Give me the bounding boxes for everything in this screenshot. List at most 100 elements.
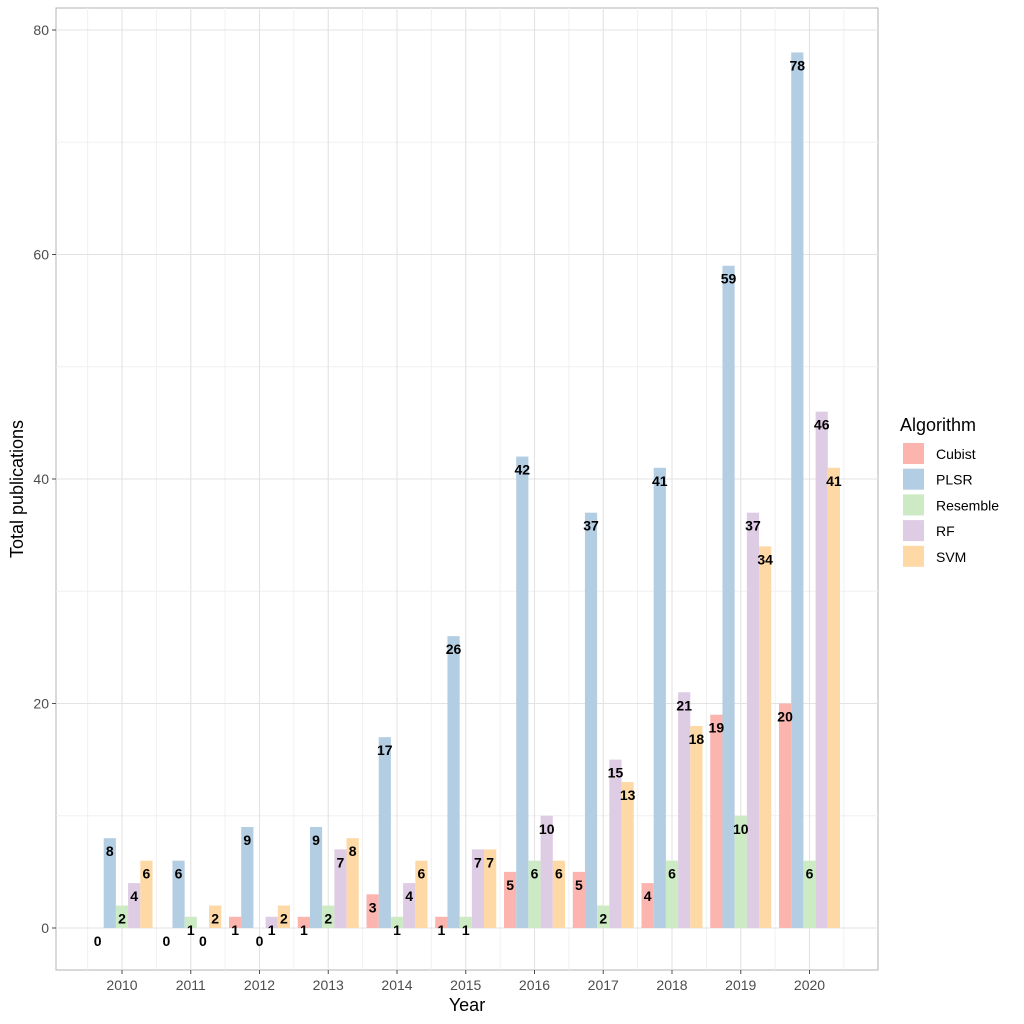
bar-label-cubist-2018: 4 bbox=[644, 888, 652, 904]
bar-resemble-2010 bbox=[115, 905, 129, 928]
legend-label-plsr: PLSR bbox=[936, 472, 973, 488]
bar-label-resemble-2013: 2 bbox=[324, 911, 332, 927]
bar-svm-2019 bbox=[759, 546, 772, 928]
bar-label-svm-2014: 6 bbox=[418, 866, 426, 882]
bar-plsr-2013 bbox=[309, 826, 323, 928]
bar-label-cubist-2016: 5 bbox=[506, 877, 514, 893]
bar-label-svm-2017: 13 bbox=[620, 787, 636, 803]
bar-label-cubist-2012: 1 bbox=[231, 922, 239, 938]
bar-rf-2010 bbox=[128, 883, 141, 928]
bar-rf-2014 bbox=[403, 883, 416, 928]
y-tick-label: 80 bbox=[33, 22, 49, 38]
x-tick-label: 2020 bbox=[794, 977, 825, 993]
legend: Algorithm Cubist PLSR Resemble RF SVM bbox=[900, 415, 999, 567]
x-tick-label: 2015 bbox=[450, 977, 481, 993]
bar-label-resemble-2016: 6 bbox=[531, 866, 539, 882]
x-tick-label: 2018 bbox=[656, 977, 687, 993]
bar-label-svm-2011: 2 bbox=[211, 911, 219, 927]
legend-items: Cubist PLSR Resemble RF SVM bbox=[903, 443, 999, 567]
bar-svm-2016 bbox=[552, 860, 565, 928]
bar-label-plsr-2013: 9 bbox=[312, 832, 320, 848]
bar-cubist-2018 bbox=[641, 883, 654, 928]
bar-label-cubist-2019: 19 bbox=[709, 720, 725, 736]
bar-resemble-2018 bbox=[665, 860, 679, 928]
y-tick-label: 20 bbox=[33, 696, 49, 712]
bar-label-plsr-2015: 26 bbox=[446, 641, 462, 657]
bar-label-plsr-2020: 78 bbox=[790, 57, 806, 73]
bar-label-resemble-2012: 0 bbox=[256, 933, 264, 949]
bar-svm-2015 bbox=[484, 849, 497, 928]
bar-rf-2020 bbox=[815, 411, 828, 928]
bar-label-svm-2019: 34 bbox=[757, 551, 773, 567]
bar-svm-2018 bbox=[690, 725, 703, 928]
bar-label-resemble-2018: 6 bbox=[668, 866, 676, 882]
bar-cubist-2014 bbox=[366, 894, 379, 928]
x-axis-title: Year bbox=[449, 995, 485, 1015]
bar-rf-2016 bbox=[540, 815, 553, 928]
x-tick-label: 2011 bbox=[176, 977, 206, 993]
bar-plsr-2020 bbox=[791, 52, 804, 928]
bar-label-plsr-2016: 42 bbox=[515, 462, 531, 478]
x-tick-label: 2019 bbox=[725, 977, 756, 993]
bar-plsr-2010 bbox=[103, 838, 116, 928]
bar-rf-2018 bbox=[678, 692, 691, 928]
bar-label-svm-2015: 7 bbox=[486, 854, 494, 870]
bar-label-rf-2012: 1 bbox=[268, 922, 276, 938]
bar-resemble-2015 bbox=[459, 916, 472, 928]
bar-label-plsr-2010: 8 bbox=[106, 843, 114, 859]
bar-rf-2012 bbox=[265, 916, 278, 928]
bar-label-rf-2019: 37 bbox=[745, 518, 761, 534]
major-gridlines bbox=[56, 8, 878, 970]
bar-svm-2020 bbox=[827, 467, 840, 928]
bar-svm-2013 bbox=[346, 838, 359, 928]
x-tick-label: 2016 bbox=[519, 977, 550, 993]
bar-plsr-2019 bbox=[722, 265, 735, 929]
legend-swatch-cubist bbox=[903, 443, 924, 464]
bar-cubist-2013 bbox=[297, 916, 310, 928]
bar-label-plsr-2011: 6 bbox=[175, 866, 183, 882]
bar-label-resemble-2019: 10 bbox=[733, 821, 749, 837]
bar-label-cubist-2014: 3 bbox=[369, 899, 377, 915]
bar-label-rf-2013: 7 bbox=[337, 854, 345, 870]
bar-label-resemble-2014: 1 bbox=[393, 922, 401, 938]
bars bbox=[103, 52, 840, 929]
bar-resemble-2020 bbox=[803, 860, 816, 928]
x-axis-ticks: 2010 2011 2012 2013 2014 2015 2016 2017 2018 2019… bbox=[106, 970, 825, 993]
legend-label-rf: RF bbox=[936, 523, 955, 539]
bar-rf-2017 bbox=[609, 759, 622, 928]
bar-label-svm-2012: 2 bbox=[280, 911, 288, 927]
bar-resemble-2017 bbox=[597, 905, 610, 928]
y-tick-label: 0 bbox=[41, 920, 49, 936]
bar-resemble-2011 bbox=[184, 916, 197, 928]
bar-label-rf-2016: 10 bbox=[539, 821, 555, 837]
legend-swatch-resemble bbox=[903, 494, 924, 516]
legend-swatch-svm bbox=[903, 545, 924, 567]
bar-label-resemble-2015: 1 bbox=[462, 922, 470, 938]
bar-label-cubist-2011: 0 bbox=[162, 933, 170, 949]
bar-label-svm-2020: 41 bbox=[826, 473, 842, 489]
bar-cubist-2012 bbox=[229, 916, 242, 928]
y-tick-label: 60 bbox=[33, 247, 49, 263]
legend-label-cubist: Cubist bbox=[936, 446, 976, 462]
x-tick-label: 2010 bbox=[106, 977, 137, 993]
y-axis-ticks: 0 20 40 60 80 bbox=[33, 22, 56, 936]
bar-plsr-2011 bbox=[172, 860, 185, 928]
x-tick-label: 2017 bbox=[588, 977, 619, 993]
bar-label-plsr-2014: 17 bbox=[377, 742, 393, 758]
bar-label-cubist-2010: 0 bbox=[94, 933, 102, 949]
bar-label-resemble-2020: 6 bbox=[806, 866, 814, 882]
legend-title: Algorithm bbox=[900, 415, 976, 435]
legend-swatch-plsr bbox=[903, 468, 924, 490]
x-tick-label: 2012 bbox=[244, 977, 275, 993]
bar-cubist-2017 bbox=[572, 871, 585, 928]
bar-label-cubist-2017: 5 bbox=[575, 877, 583, 893]
bar-label-svm-2018: 18 bbox=[689, 731, 705, 747]
bar-plsr-2016 bbox=[516, 456, 529, 928]
bar-label-rf-2014: 4 bbox=[405, 888, 413, 904]
legend-swatch-rf bbox=[903, 520, 924, 542]
bar-label-resemble-2010: 2 bbox=[118, 911, 126, 927]
bar-label-plsr-2017: 37 bbox=[583, 518, 599, 534]
bar-label-plsr-2018: 41 bbox=[652, 473, 668, 489]
bar-svm-2014 bbox=[415, 860, 428, 928]
